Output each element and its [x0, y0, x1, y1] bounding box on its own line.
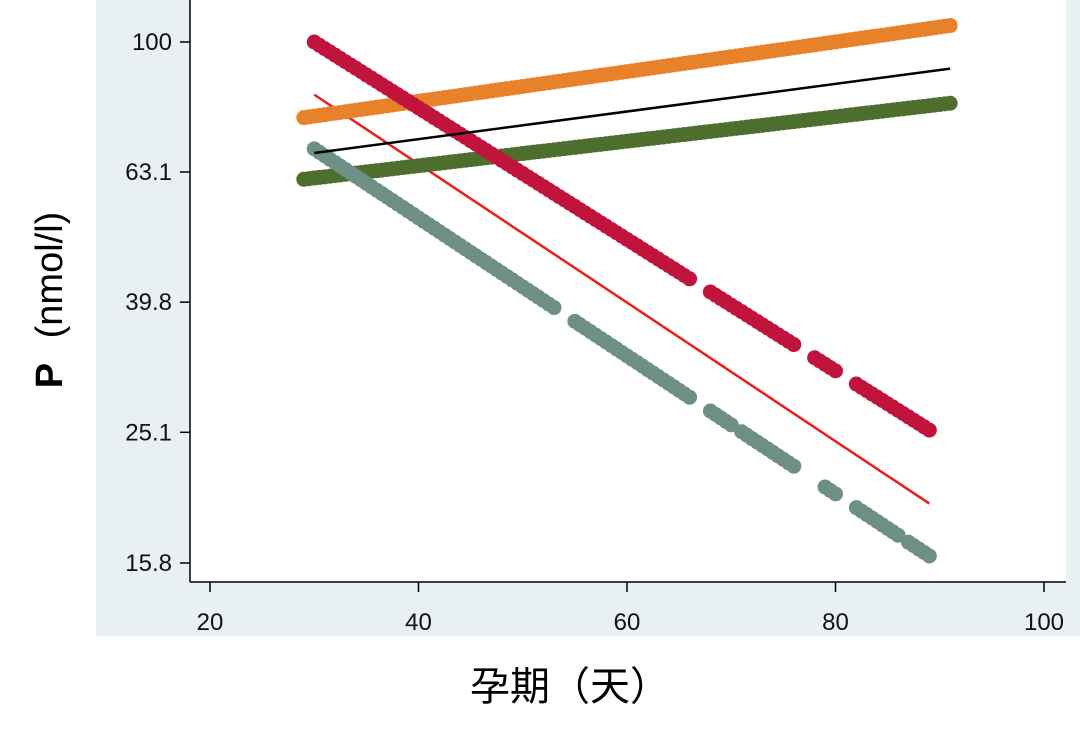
data-point	[828, 486, 843, 502]
y-axis-title-bold: P	[29, 363, 71, 388]
series-layer	[296, 18, 958, 564]
x-tick-label: 80	[822, 609, 849, 636]
y-tick-label: 15.8	[125, 550, 172, 577]
x-tick-label: 60	[614, 609, 641, 636]
series-1	[296, 95, 958, 187]
data-point	[786, 337, 802, 353]
y-tick-label: 39.8	[125, 289, 172, 316]
y-tick-label: 100	[132, 29, 172, 56]
svg-text:P (nmol/l): P (nmol/l)	[29, 212, 71, 389]
data-point	[786, 458, 802, 474]
y-axis-title: P (nmol/l)	[29, 212, 71, 389]
x-tick-label: 20	[197, 609, 224, 636]
y-tick-label: 63.1	[125, 159, 172, 186]
data-point	[828, 363, 843, 379]
plot-area	[190, 0, 1066, 582]
data-point	[942, 95, 958, 111]
series-3	[306, 141, 937, 564]
data-point	[682, 271, 698, 287]
y-axis-title-unit: (nmol/l)	[29, 212, 71, 339]
y-axis-ticks: 15.8 25.1 39.8 63.1 100	[125, 29, 190, 577]
data-point	[682, 389, 698, 405]
y-tick-label: 25.1	[125, 419, 172, 446]
fit-line-black	[314, 67, 951, 155]
x-axis-ticks: 20 40 60 80 100	[197, 582, 1064, 636]
series-0	[296, 18, 958, 126]
data-point	[546, 300, 562, 316]
x-axis-title: 孕期（天）	[470, 664, 670, 710]
series-2	[306, 34, 937, 438]
data-point	[942, 18, 958, 34]
x-tick-label: 100	[1024, 609, 1064, 636]
data-point	[921, 422, 937, 438]
data-point	[921, 548, 937, 564]
x-tick-label: 40	[405, 609, 432, 636]
